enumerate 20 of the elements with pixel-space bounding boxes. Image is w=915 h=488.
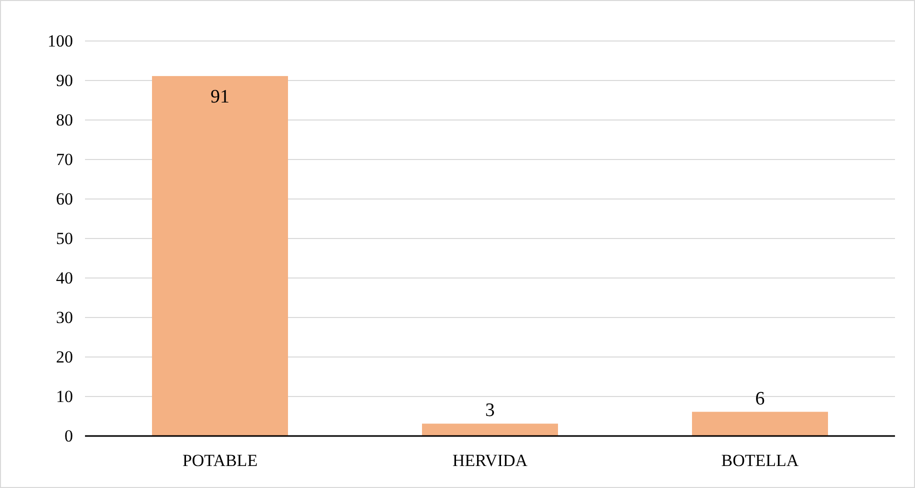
y-tick-label: 20	[56, 347, 73, 366]
data-label: 6	[755, 388, 765, 410]
y-tick-label: 60	[56, 189, 73, 208]
x-tick-label: HERVIDA	[452, 451, 528, 470]
y-tick-label: 30	[56, 308, 73, 327]
bar	[692, 412, 828, 436]
bar	[152, 76, 288, 436]
y-tick-label: 100	[48, 31, 73, 50]
y-tick-label: 90	[56, 70, 73, 90]
bar	[422, 424, 558, 436]
data-label: 91	[210, 86, 230, 108]
y-tick-label: 80	[56, 110, 73, 130]
data-label: 3	[485, 400, 495, 422]
y-tick-label: 10	[56, 386, 73, 406]
y-tick-label: 0	[64, 426, 73, 446]
y-tick-label: 50	[56, 228, 73, 248]
x-tick-label: BOTELLA	[721, 451, 800, 470]
y-tick-label: 70	[56, 150, 73, 169]
x-tick-label: POTABLE	[182, 451, 258, 470]
y-tick-label: 40	[56, 268, 73, 288]
